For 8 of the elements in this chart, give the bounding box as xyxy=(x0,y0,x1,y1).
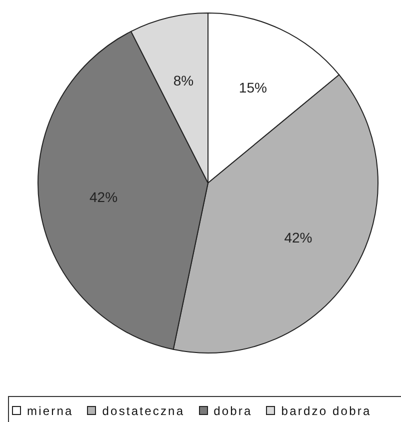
legend-label: mierna xyxy=(27,404,74,418)
legend-label: dostateczna xyxy=(102,404,185,418)
data-label: 15% xyxy=(238,80,267,96)
data-label: 8% xyxy=(173,72,194,88)
legend-label: bardzo dobra xyxy=(281,404,372,418)
data-label: 42% xyxy=(284,229,312,246)
legend-label: dobra xyxy=(214,404,252,418)
data-label: 42% xyxy=(90,188,118,205)
